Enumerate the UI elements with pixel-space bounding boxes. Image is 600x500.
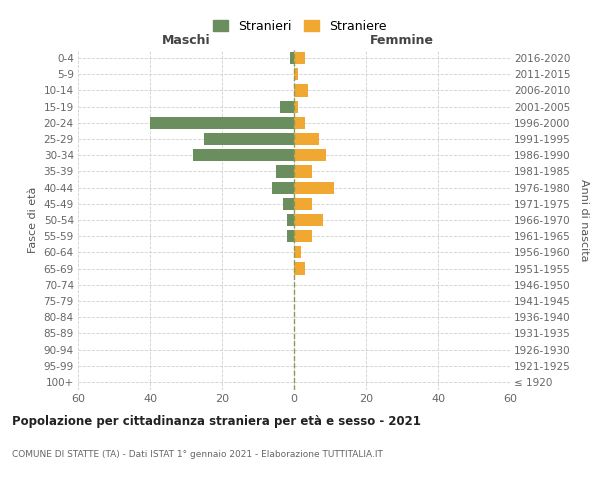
Y-axis label: Fasce di età: Fasce di età <box>28 187 38 253</box>
Legend: Stranieri, Straniere: Stranieri, Straniere <box>209 16 391 37</box>
Bar <box>294 198 312 210</box>
Bar <box>290 52 294 64</box>
Bar <box>204 133 294 145</box>
Bar <box>294 52 305 64</box>
Bar <box>193 149 294 162</box>
Bar <box>150 117 294 129</box>
Bar <box>287 230 294 242</box>
Text: Popolazione per cittadinanza straniera per età e sesso - 2021: Popolazione per cittadinanza straniera p… <box>12 415 421 428</box>
Bar <box>294 262 305 274</box>
Bar <box>294 182 334 194</box>
Bar <box>294 117 305 129</box>
Bar <box>294 214 323 226</box>
Bar <box>294 246 301 258</box>
Bar <box>283 198 294 210</box>
Y-axis label: Anni di nascita: Anni di nascita <box>579 179 589 261</box>
Bar <box>294 100 298 112</box>
Text: Femmine: Femmine <box>370 34 434 48</box>
Text: Maschi: Maschi <box>161 34 211 48</box>
Bar <box>287 214 294 226</box>
Bar <box>294 68 298 80</box>
Text: COMUNE DI STATTE (TA) - Dati ISTAT 1° gennaio 2021 - Elaborazione TUTTITALIA.IT: COMUNE DI STATTE (TA) - Dati ISTAT 1° ge… <box>12 450 383 459</box>
Bar <box>276 166 294 177</box>
Bar <box>294 133 319 145</box>
Bar <box>294 230 312 242</box>
Bar <box>294 149 326 162</box>
Bar <box>272 182 294 194</box>
Bar <box>280 100 294 112</box>
Bar <box>294 166 312 177</box>
Bar <box>294 84 308 96</box>
